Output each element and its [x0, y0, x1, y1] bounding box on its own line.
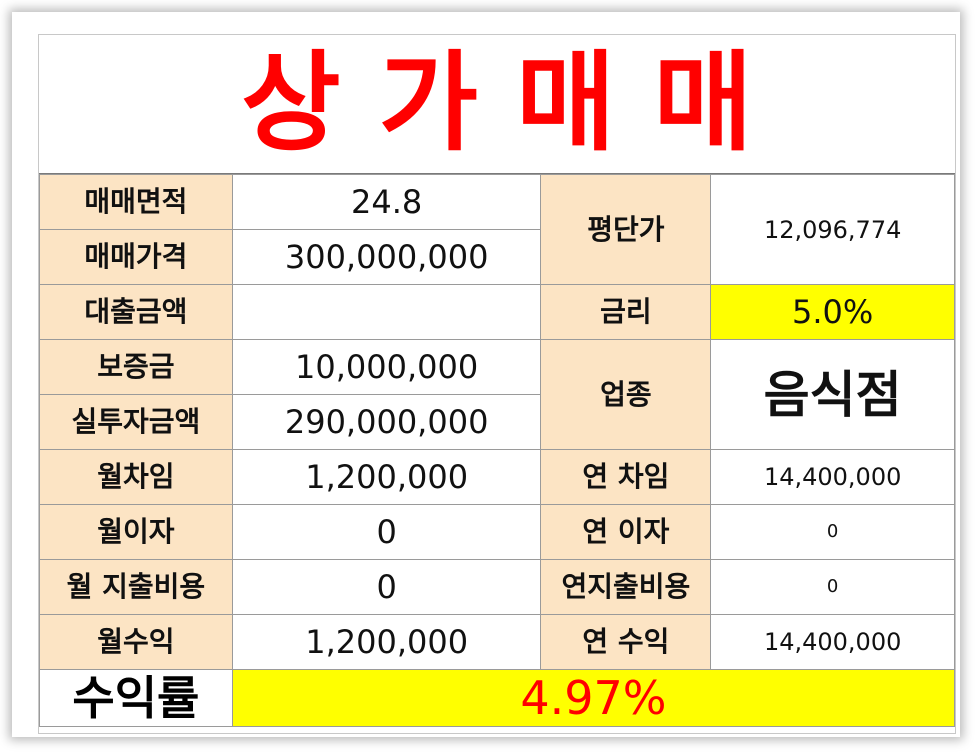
area-value[interactable]: 24.8: [231, 174, 542, 230]
table-row: 월수익 1,200,000 연 수익 14,400,000: [39, 614, 955, 670]
annual-rent-label: 연 차임: [540, 449, 712, 505]
actual-invest-label: 실투자금액: [39, 394, 233, 450]
annual-expense-value[interactable]: 0: [710, 559, 955, 615]
monthly-expense-value[interactable]: 0: [231, 559, 542, 615]
table-row: 매매가격 300,000,000: [39, 229, 955, 285]
table-row: 월이자 0 연 이자 0: [39, 504, 955, 560]
annual-income-value[interactable]: 14,400,000: [710, 614, 955, 670]
annual-expense-label: 연지출비용: [540, 559, 712, 615]
sale-table: 매매면적 24.8 평단가 12,096,774 매매가격 300,000,00…: [39, 174, 956, 727]
monthly-interest-value[interactable]: 0: [231, 504, 542, 560]
deposit-label: 보증금: [39, 339, 233, 395]
table-row: 대출금액 금리 5.0%: [39, 284, 955, 340]
business-label: 업종: [540, 339, 712, 450]
rate-value[interactable]: 5.0%: [710, 284, 955, 340]
monthly-income-value[interactable]: 1,200,000: [231, 614, 542, 670]
annual-rent-value[interactable]: 14,400,000: [710, 449, 955, 505]
annual-income-label: 연 수익: [540, 614, 712, 670]
price-label: 매매가격: [39, 229, 233, 285]
monthly-income-label: 월수익: [39, 614, 233, 670]
area-label: 매매면적: [39, 174, 233, 230]
loan-label: 대출금액: [39, 284, 233, 340]
business-value[interactable]: 음식점: [710, 339, 955, 450]
card-frame: 상가매매 매매면적 24.8 평단가 12,096,774 매매가격 300,0…: [12, 12, 960, 737]
monthly-interest-label: 월이자: [39, 504, 233, 560]
monthly-rent-value[interactable]: 1,200,000: [231, 449, 542, 505]
yield-label: 수익률: [39, 669, 233, 727]
spreadsheet: 상가매매 매매면적 24.8 평단가 12,096,774 매매가격 300,0…: [38, 34, 956, 734]
monthly-expense-label: 월 지출비용: [39, 559, 233, 615]
unit-price-value[interactable]: 12,096,774: [710, 174, 955, 285]
table-row: 실투자금액 290,000,000: [39, 394, 955, 450]
page-title: 상가매매: [39, 35, 955, 175]
deposit-value[interactable]: 10,000,000: [231, 339, 542, 395]
table-row: 월차임 1,200,000 연 차임 14,400,000: [39, 449, 955, 505]
rate-label: 금리: [540, 284, 712, 340]
table-row: 월 지출비용 0 연지출비용 0: [39, 559, 955, 615]
loan-value[interactable]: [231, 284, 542, 340]
annual-interest-label: 연 이자: [540, 504, 712, 560]
table-row: 수익률 4.97%: [39, 669, 956, 727]
price-value[interactable]: 300,000,000: [231, 229, 542, 285]
unit-price-label: 평단가: [540, 174, 712, 285]
yield-value[interactable]: 4.97%: [231, 669, 956, 727]
table-row: 보증금 10,000,000 업종 음식점: [39, 339, 955, 450]
table-row: 매매면적 24.8 평단가 12,096,774: [39, 174, 955, 285]
annual-interest-value[interactable]: 0: [710, 504, 955, 560]
monthly-rent-label: 월차임: [39, 449, 233, 505]
actual-invest-value[interactable]: 290,000,000: [231, 394, 542, 450]
